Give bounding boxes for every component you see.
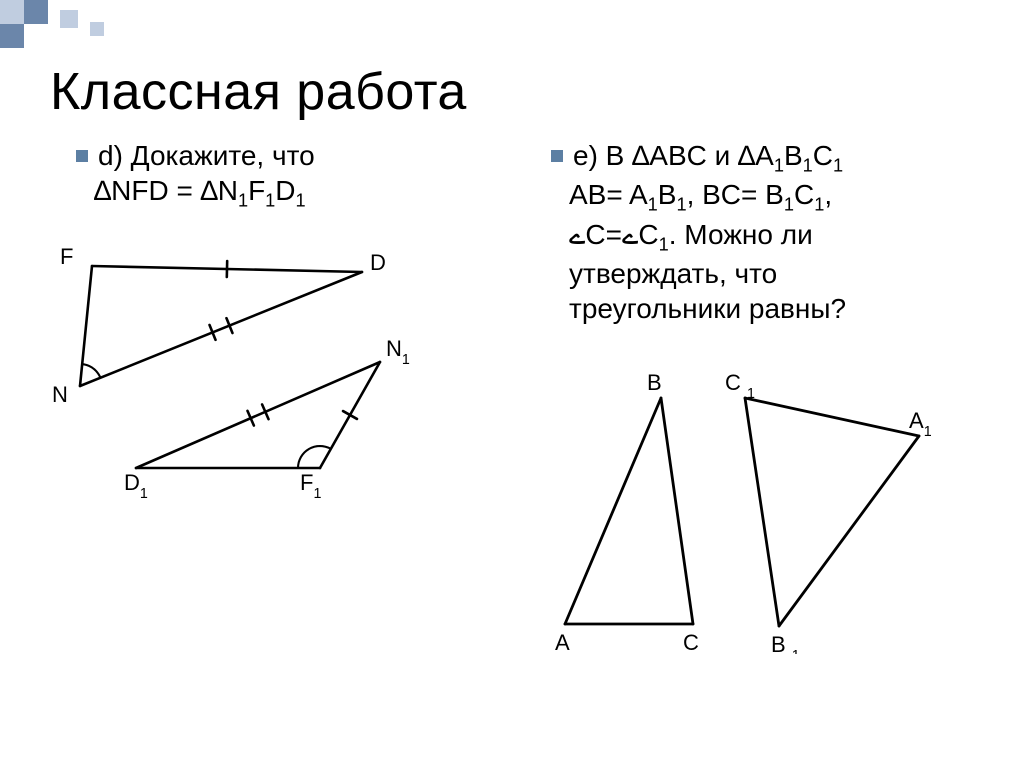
svg-text:N1: N1 bbox=[386, 336, 410, 368]
svg-text:C 1: C 1 bbox=[725, 370, 755, 402]
right-column: e) В ∆ABC и ∆A1B1C1 AB= A1B1, BC= B1C1, … bbox=[525, 138, 980, 654]
problem-d-text: d) Докажите, что ∆NFD = ∆N1F1D1 bbox=[50, 138, 505, 212]
figure-d-svg: F D N N1 D1 F1 bbox=[50, 240, 440, 500]
figure-e-svg: BACC 1A1B 1 bbox=[525, 354, 945, 654]
left-column: d) Докажите, что ∆NFD = ∆N1F1D1 FDNN1D1F… bbox=[50, 138, 505, 654]
svg-text:F1: F1 bbox=[300, 470, 321, 500]
bullet-square-icon bbox=[76, 150, 88, 162]
figure-d: F D N N1 D1 F1 bbox=[50, 240, 505, 500]
svg-text:N: N bbox=[52, 382, 68, 407]
svg-text:C: C bbox=[683, 630, 699, 654]
decor-squares bbox=[0, 0, 180, 60]
content-columns: d) Докажите, что ∆NFD = ∆N1F1D1 FDNN1D1F… bbox=[50, 138, 980, 654]
svg-text:B: B bbox=[647, 370, 662, 395]
svg-text:F: F bbox=[60, 244, 73, 269]
slide: Классная работа d) Докажите, что ∆NFD = … bbox=[0, 0, 1024, 767]
d-prompt-prefix: d) Докажите, что bbox=[98, 140, 315, 171]
d-delta1: ∆NFD = ∆N bbox=[94, 175, 238, 206]
svg-text:A: A bbox=[555, 630, 570, 654]
slide-title: Классная работа bbox=[50, 62, 467, 122]
figure-e: BACC 1A1B 1 bbox=[525, 354, 980, 654]
svg-text:B 1: B 1 bbox=[771, 632, 800, 654]
bullet-square-icon bbox=[551, 150, 563, 162]
problem-e-text: e) В ∆ABC и ∆A1B1C1 AB= A1B1, BC= B1C1, … bbox=[525, 138, 980, 326]
svg-text:D: D bbox=[370, 250, 386, 275]
svg-text:D1: D1 bbox=[124, 470, 148, 500]
